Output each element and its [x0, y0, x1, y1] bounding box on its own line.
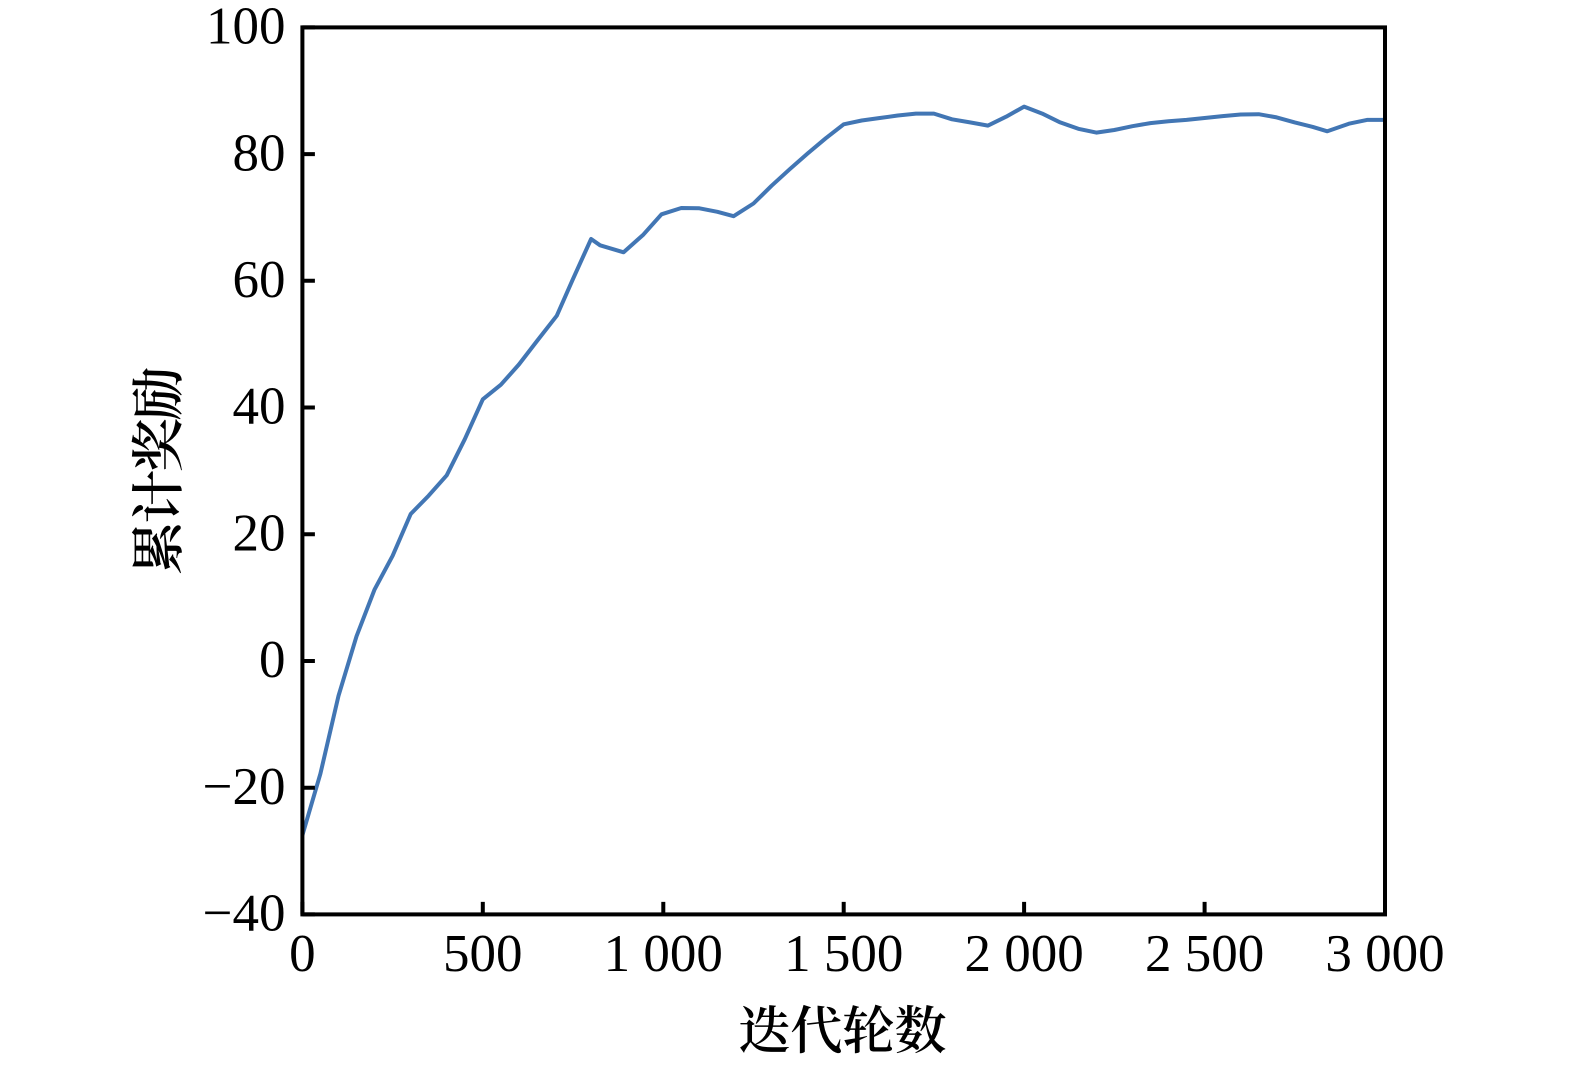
svg-text:−20: −20 — [203, 758, 286, 816]
svg-text:2 500: 2 500 — [1145, 925, 1264, 983]
svg-text:1 500: 1 500 — [784, 925, 903, 983]
svg-text:20: 20 — [233, 505, 286, 563]
svg-text:2 000: 2 000 — [964, 925, 1083, 983]
svg-text:0: 0 — [289, 925, 316, 983]
svg-text:3 000: 3 000 — [1325, 925, 1444, 983]
svg-text:−40: −40 — [203, 885, 286, 943]
svg-text:1 000: 1 000 — [604, 925, 723, 983]
svg-text:0: 0 — [259, 631, 286, 689]
svg-text:60: 60 — [233, 251, 286, 309]
svg-text:40: 40 — [233, 378, 286, 436]
svg-text:100: 100 — [206, 0, 286, 56]
svg-text:80: 80 — [233, 124, 286, 182]
svg-text:500: 500 — [443, 925, 523, 983]
